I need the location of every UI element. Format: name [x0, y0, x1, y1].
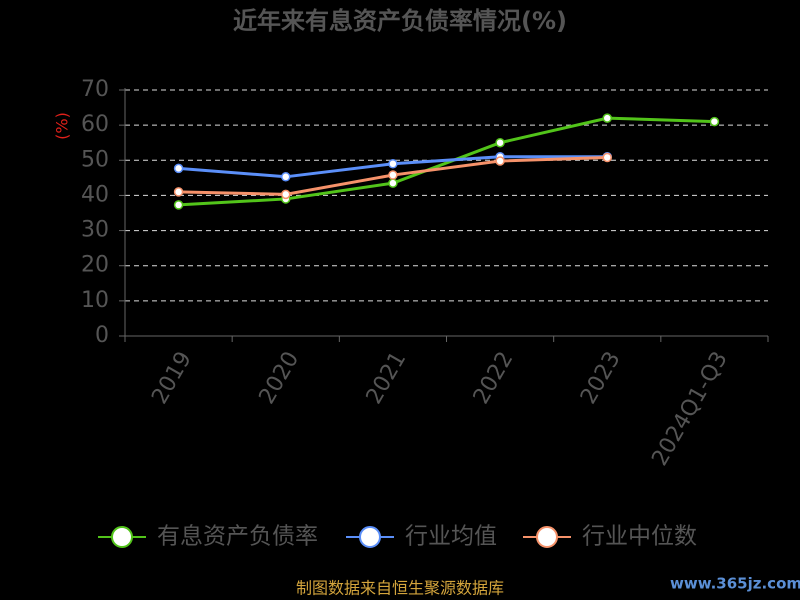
y-tick-label: 20 [81, 253, 109, 278]
legend-marker [359, 526, 381, 548]
y-tick-label: 70 [81, 77, 109, 102]
point [173, 200, 184, 210]
point [495, 137, 505, 148]
point [388, 178, 398, 188]
y-tick-label: 60 [81, 112, 109, 137]
point [602, 152, 612, 163]
point [495, 156, 505, 166]
legend-label: 行业中位数 [582, 524, 697, 550]
legend-label: 有息资产负债率 [157, 524, 318, 550]
legend-marker [111, 526, 133, 548]
watermark: www.365jz.com [670, 575, 800, 593]
point [173, 187, 184, 197]
point [602, 113, 612, 123]
y-tick-label: 30 [81, 218, 109, 243]
point [281, 189, 291, 200]
y-tick-label: 50 [81, 147, 109, 172]
y-tick-label: 40 [81, 182, 109, 207]
y-tick-label: 10 [81, 288, 109, 313]
point [709, 116, 720, 127]
y-axis-label: (%) [53, 112, 72, 140]
y-tick-label: 0 [95, 323, 109, 348]
chart-title: 近年来有息资产负债率情况(%) [233, 7, 567, 35]
point [388, 170, 398, 180]
point [388, 159, 398, 169]
point [173, 163, 184, 174]
legend-label: 行业均值 [405, 524, 497, 550]
series-line [178, 116, 715, 207]
legend-marker [536, 526, 558, 548]
source-note: 制图数据来自恒生聚源数据库 [296, 579, 504, 598]
point [281, 172, 291, 182]
